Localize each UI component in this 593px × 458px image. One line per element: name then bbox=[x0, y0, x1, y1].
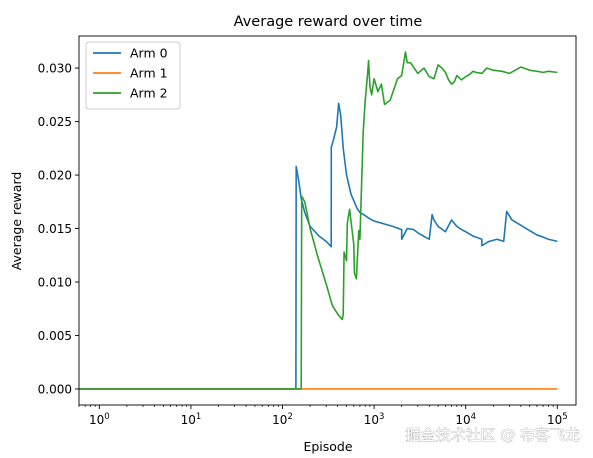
y-tick-label: 0.010 bbox=[38, 275, 72, 289]
legend-entry-label: Arm 0 bbox=[130, 46, 168, 61]
y-axis-label: Average reward bbox=[9, 172, 24, 271]
x-tick-label: 101 bbox=[181, 412, 202, 427]
legend-entry-label: Arm 2 bbox=[130, 86, 168, 101]
x-tick-label: 104 bbox=[455, 412, 476, 427]
series-line-arm-2 bbox=[79, 51, 558, 390]
chart-title: Average reward over time bbox=[234, 14, 423, 30]
x-axis-label: Episode bbox=[303, 439, 352, 454]
x-tick-label: 105 bbox=[547, 412, 568, 427]
legend-entry-label: Arm 1 bbox=[130, 66, 168, 81]
y-tick-label: 0.030 bbox=[38, 61, 72, 75]
y-tick-label: 0.000 bbox=[38, 382, 72, 396]
x-tick-label: 100 bbox=[89, 412, 110, 427]
series-line-arm-0 bbox=[79, 102, 558, 390]
y-tick-label: 0.005 bbox=[38, 329, 72, 343]
plot-area bbox=[79, 51, 558, 390]
legend: Arm 0 Arm 1 Arm 2 bbox=[85, 41, 181, 110]
watermark-text: 掘金技术社区 @ 布客飞龙 bbox=[405, 426, 580, 444]
y-tick-label: 0.025 bbox=[38, 115, 72, 129]
axes: 100 101 102 103 104 105 0.000 0.005 0.010 0.015 0.… bbox=[38, 35, 577, 427]
y-tick-label: 0.015 bbox=[38, 222, 72, 236]
x-tick-label: 103 bbox=[364, 412, 385, 427]
y-tick-label: 0.020 bbox=[38, 168, 72, 182]
x-tick-label: 102 bbox=[272, 412, 293, 427]
axes-frame bbox=[78, 35, 577, 406]
